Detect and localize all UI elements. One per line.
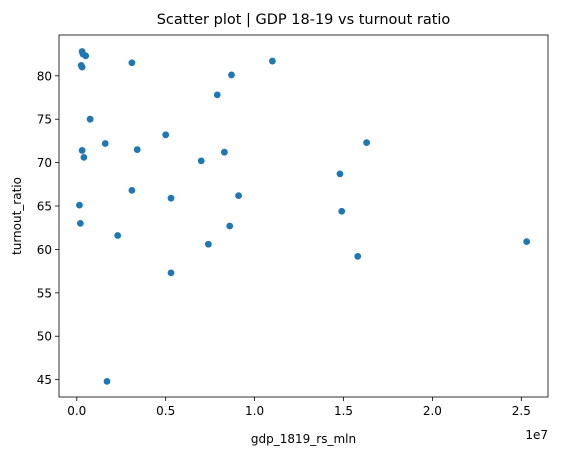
x-axis-offset-label: 1e7 xyxy=(525,428,548,442)
scatter-point xyxy=(228,71,235,79)
scatter-point xyxy=(76,201,83,209)
y-tick-label: 65 xyxy=(37,200,52,214)
scatter-point xyxy=(213,91,221,99)
x-tick-label: 0.5 xyxy=(156,404,175,418)
scatter-point xyxy=(197,157,205,165)
y-tick-label: 60 xyxy=(37,243,52,257)
scatter-point xyxy=(268,57,276,65)
scatter-point xyxy=(103,377,111,385)
scatter-point xyxy=(363,139,371,147)
scatter-point xyxy=(114,232,122,239)
scatter-point xyxy=(226,222,234,230)
scatter-point xyxy=(167,269,175,277)
scatter-point xyxy=(82,52,90,60)
scatter-point xyxy=(86,115,94,123)
y-axis-ticks: 45 50 55 60 65 70 75 80 xyxy=(37,69,59,387)
scatter-point xyxy=(101,140,109,147)
x-axis-ticks: 0.0 0.5 1.0 1.5 2.0 2.5 xyxy=(67,397,531,418)
scatter-point xyxy=(167,194,175,202)
scatter-point xyxy=(523,238,531,246)
x-tick-label: 1.0 xyxy=(245,404,264,418)
data-points xyxy=(76,48,531,385)
scatter-point xyxy=(338,207,346,215)
scatter-point xyxy=(204,240,212,248)
x-tick-label: 1.5 xyxy=(334,404,353,418)
x-axis-label: gdp_1819_rs_mln xyxy=(251,432,356,446)
plot-area xyxy=(58,34,549,398)
y-tick-label: 75 xyxy=(37,113,52,127)
scatter-point xyxy=(162,131,170,139)
scatter-point xyxy=(128,186,136,194)
x-tick-label: 2.5 xyxy=(512,404,531,418)
y-tick-label: 45 xyxy=(37,373,52,387)
y-tick-label: 55 xyxy=(37,286,52,300)
scatter-point xyxy=(78,63,86,71)
y-tick-label: 50 xyxy=(37,330,52,344)
scatter-point xyxy=(78,147,86,154)
scatter-point xyxy=(235,192,242,199)
chart-title: Scatter plot | GDP 18-19 vs turnout rati… xyxy=(157,12,451,28)
scatter-point xyxy=(133,146,141,153)
y-tick-label: 80 xyxy=(37,69,52,83)
scatter-point xyxy=(80,154,88,161)
x-tick-label: 2.0 xyxy=(423,404,442,418)
scatter-point xyxy=(128,59,136,67)
y-axis-label: turnout_ratio xyxy=(10,177,24,255)
x-tick-label: 0.0 xyxy=(67,404,86,418)
scatter-point xyxy=(336,170,344,178)
scatter-point xyxy=(354,252,362,260)
scatter-point xyxy=(220,148,228,156)
y-tick-label: 70 xyxy=(37,156,52,170)
scatter-point xyxy=(76,219,84,227)
axes-frame xyxy=(58,34,549,398)
